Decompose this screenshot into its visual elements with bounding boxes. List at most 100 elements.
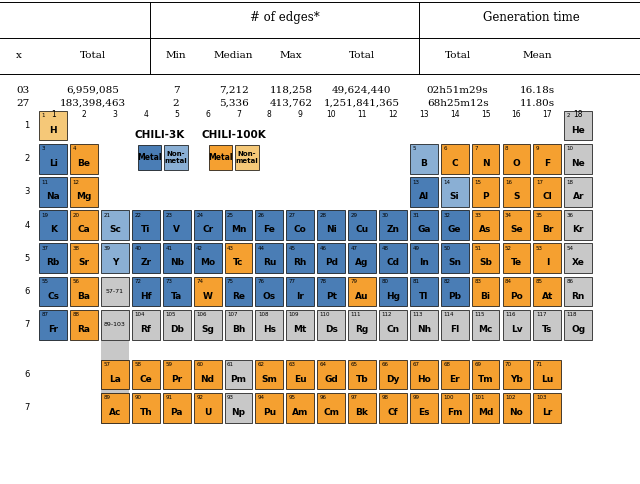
Text: 35: 35 [536,213,543,218]
Text: 71: 71 [536,362,543,367]
Text: Zn: Zn [387,225,399,234]
FancyBboxPatch shape [502,276,531,306]
FancyBboxPatch shape [194,243,221,273]
Text: 15: 15 [474,180,481,184]
FancyBboxPatch shape [163,276,191,306]
Text: 113: 113 [412,312,423,318]
Text: H: H [49,126,57,135]
Text: Total: Total [348,51,375,60]
FancyBboxPatch shape [379,210,407,240]
FancyBboxPatch shape [564,310,592,340]
FancyBboxPatch shape [225,276,252,306]
Text: 86: 86 [567,279,574,284]
Text: Rg: Rg [355,325,369,334]
FancyBboxPatch shape [255,276,284,306]
FancyBboxPatch shape [317,310,345,340]
Text: 11.80s: 11.80s [520,99,555,108]
Text: Mt: Mt [294,325,307,334]
FancyBboxPatch shape [502,360,531,390]
FancyBboxPatch shape [132,310,160,340]
Text: 47: 47 [351,246,358,251]
Text: 20: 20 [72,213,79,218]
FancyBboxPatch shape [502,243,531,273]
FancyBboxPatch shape [534,393,561,423]
Text: Er: Er [449,375,460,384]
Text: Md: Md [478,408,493,417]
Text: 11: 11 [357,110,367,120]
FancyBboxPatch shape [225,393,252,423]
Text: 3: 3 [113,110,117,120]
Text: Os: Os [263,292,276,301]
FancyBboxPatch shape [194,360,221,390]
Text: 114: 114 [444,312,454,318]
Text: 6: 6 [205,110,210,120]
Text: 44: 44 [258,246,265,251]
FancyBboxPatch shape [70,243,98,273]
Text: 90: 90 [134,395,141,400]
Text: 78: 78 [320,279,326,284]
Text: N: N [482,159,490,168]
Text: 101: 101 [474,395,484,400]
Text: Eu: Eu [294,375,307,384]
Text: La: La [109,375,121,384]
Text: 102: 102 [505,395,516,400]
FancyBboxPatch shape [534,144,561,174]
Text: 36: 36 [567,213,574,218]
Text: 100: 100 [444,395,454,400]
Text: Ce: Ce [140,375,152,384]
Text: 105: 105 [165,312,176,318]
FancyBboxPatch shape [138,145,161,170]
Text: 45: 45 [289,246,296,251]
FancyBboxPatch shape [410,276,438,306]
Text: 14: 14 [450,110,460,120]
FancyBboxPatch shape [286,310,314,340]
Text: 60: 60 [196,362,203,367]
FancyBboxPatch shape [441,310,468,340]
Text: 30: 30 [381,213,388,218]
FancyBboxPatch shape [441,177,468,207]
Text: 73: 73 [165,279,172,284]
Text: 33: 33 [474,213,481,218]
Text: Fm: Fm [447,408,463,417]
Text: 17: 17 [536,180,543,184]
Text: 34: 34 [505,213,512,218]
Text: As: As [479,225,492,234]
FancyBboxPatch shape [163,210,191,240]
Text: Ge: Ge [448,225,461,234]
Text: Cr: Cr [202,225,213,234]
FancyBboxPatch shape [101,310,129,340]
Text: 31: 31 [412,213,419,218]
Text: 17: 17 [543,110,552,120]
Text: Yb: Yb [510,375,523,384]
Text: Cu: Cu [355,225,369,234]
Text: 118: 118 [567,312,577,318]
FancyBboxPatch shape [410,243,438,273]
Text: 118,258: 118,258 [269,86,313,95]
Text: Db: Db [170,325,184,334]
FancyBboxPatch shape [410,393,438,423]
FancyBboxPatch shape [441,144,468,174]
Text: Xe: Xe [572,258,585,268]
Text: 108: 108 [258,312,268,318]
FancyBboxPatch shape [286,393,314,423]
Text: Es: Es [418,408,429,417]
Text: 12: 12 [72,180,79,184]
FancyBboxPatch shape [410,210,438,240]
Text: 54: 54 [567,246,574,251]
Text: Non-
metal: Non- metal [236,151,259,165]
Text: 64: 64 [320,362,326,367]
Text: 89: 89 [104,395,111,400]
Text: 49,624,440: 49,624,440 [332,86,391,95]
Text: 98: 98 [381,395,388,400]
FancyBboxPatch shape [348,210,376,240]
FancyBboxPatch shape [317,243,345,273]
Text: Co: Co [294,225,307,234]
Text: Hs: Hs [263,325,276,334]
Text: 10: 10 [567,146,574,151]
Text: 56: 56 [72,279,79,284]
FancyBboxPatch shape [39,243,67,273]
FancyBboxPatch shape [502,310,531,340]
Text: CHILI-100K: CHILI-100K [202,131,266,140]
Text: Au: Au [355,292,369,301]
Text: Ra: Ra [77,325,90,334]
